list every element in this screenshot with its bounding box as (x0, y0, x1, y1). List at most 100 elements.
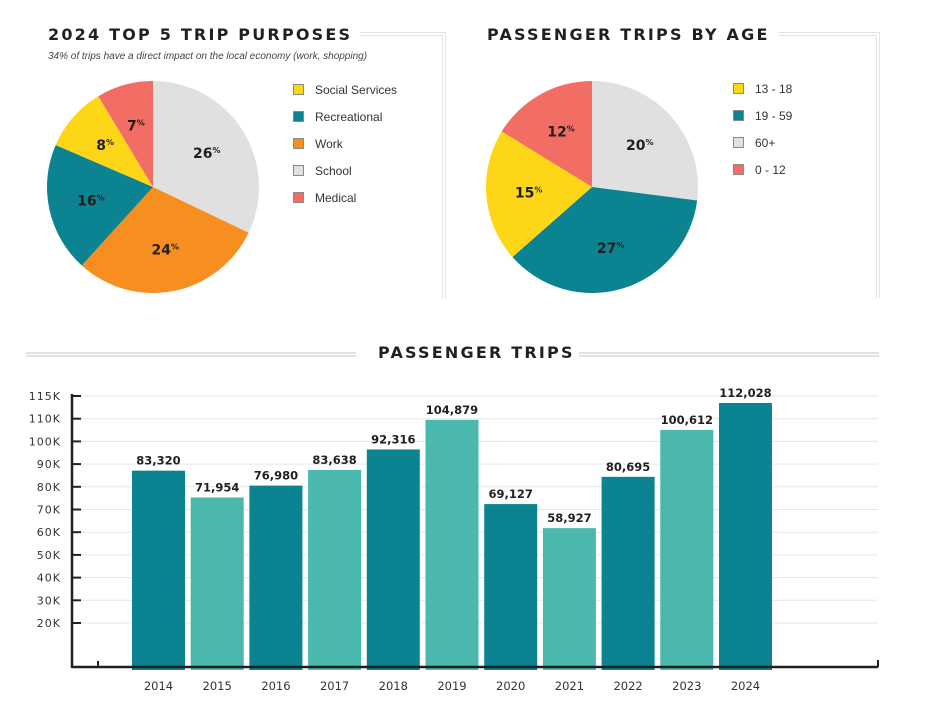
y-tick-label: 80K (37, 481, 61, 494)
legend-swatch (733, 110, 744, 121)
y-tick-label: 30K (37, 594, 61, 607)
y-tick-label: 50K (37, 549, 61, 562)
legend-swatch (293, 84, 304, 95)
legend-item-social-services: Social Services (293, 76, 397, 103)
bar-value-label: 100,612 (661, 413, 713, 427)
legend-item-13-18: 13 - 18 (733, 75, 792, 102)
pie-label-medical: 7% (127, 119, 145, 135)
legend-swatch (733, 83, 744, 94)
x-tick-label: 2023 (672, 679, 701, 693)
bar-value-label: 112,028 (719, 386, 771, 400)
x-tick-label: 2024 (731, 679, 760, 693)
x-tick-label: 2022 (613, 679, 642, 693)
legend-label: Medical (315, 190, 357, 205)
y-tick-label: 40K (37, 572, 61, 585)
legend-label: 13 - 18 (755, 81, 793, 96)
bar-2022 (601, 476, 655, 670)
pie-label-recreational: 16% (77, 193, 105, 209)
pie-label-19-59: 27% (597, 241, 625, 257)
bar-value-label: 71,954 (195, 480, 239, 494)
pie2-legend: 13 - 18 19 - 59 60+ 0 - 12 (733, 75, 792, 183)
pie-label-60: 20% (626, 138, 654, 154)
pie2-frame (720, 32, 880, 298)
title-rule-left (26, 352, 356, 357)
pie1-legend: Social Services Recreational Work School Med… (293, 76, 397, 211)
legend-label: 0 - 12 (755, 162, 786, 177)
pie-label-13-18: 15% (515, 185, 543, 201)
legend-swatch (733, 164, 744, 175)
bar-2018 (366, 449, 420, 670)
legend-label: 60+ (755, 135, 776, 150)
pie-label-work: 24% (152, 242, 180, 258)
bar-2024 (719, 403, 772, 670)
bar-2020 (484, 504, 538, 670)
bar-2019 (425, 419, 479, 670)
title-rule-right (551, 352, 879, 357)
y-tick-label: 110K (29, 413, 61, 426)
bar-value-label: 58,927 (547, 511, 591, 525)
pie-slice-19-59 (512, 187, 698, 293)
x-tick-label: 2016 (261, 679, 290, 693)
pie-slice-0-12 (501, 81, 592, 187)
y-tick-label: 90K (37, 458, 61, 471)
x-tick-label: 2018 (379, 679, 408, 693)
x-tick-label: 2019 (437, 679, 466, 693)
bar-value-label: 80,695 (606, 460, 650, 474)
pie-slice-medical (98, 81, 153, 187)
y-tick-label: 115K (29, 390, 61, 403)
legend-swatch (733, 137, 744, 148)
y-tick-label: 100K (29, 435, 61, 448)
legend-item-recreational: Recreational (293, 103, 397, 130)
pie-label-0-12: 12% (547, 124, 575, 140)
pie-slice-13-18 (486, 131, 592, 258)
bar-2021 (542, 528, 596, 670)
legend-item-60: 60+ (733, 129, 792, 156)
legend-swatch (293, 138, 304, 149)
pie1-title: 2024 TOP 5 TRIP PURPOSES (48, 25, 361, 44)
x-tick-label: 2021 (555, 679, 584, 693)
bar-2015 (190, 497, 244, 670)
legend-item-work: Work (293, 130, 397, 157)
pie-slice-school (153, 81, 259, 233)
bar-title: PASSENGER TRIPS (374, 343, 579, 362)
legend-item-0-12: 0 - 12 (733, 156, 792, 183)
legend-label: Recreational (315, 109, 383, 124)
pie2-title: PASSENGER TRIPS BY AGE (487, 25, 778, 44)
bar-2023 (660, 429, 714, 670)
pie1-frame (300, 32, 446, 298)
bar-title-row: PASSENGER TRIPS (0, 343, 934, 367)
pie1-subtitle: 34% of trips have a direct impact on the… (48, 51, 368, 62)
x-tick-label: 2017 (320, 679, 349, 693)
bar-value-label: 92,316 (371, 432, 415, 446)
x-tick-label: 2014 (144, 679, 173, 693)
pie-slice-social-services (55, 96, 153, 187)
pie-label-school: 26% (193, 146, 221, 162)
pie-slice-work (81, 187, 249, 293)
pie2-chart: 20% 27% 15% 12% (486, 81, 698, 293)
bar-value-label: 104,879 (426, 403, 478, 417)
y-tick-label: 20K (37, 617, 61, 630)
bar-2014 (132, 470, 185, 670)
legend-label: School (315, 163, 352, 178)
bar-2016 (249, 485, 303, 670)
legend-label: Work (315, 136, 343, 151)
y-tick-label: 70K (37, 504, 61, 517)
pie1-chart: 26% 24% 16% 8% 7% (47, 81, 259, 293)
bar-value-label: 69,127 (489, 487, 533, 501)
y-tick-label: 60K (37, 526, 61, 539)
bar-value-label: 76,980 (254, 469, 298, 483)
legend-swatch (293, 165, 304, 176)
legend-item-19-59: 19 - 59 (733, 102, 792, 129)
pie-label-social-services: 8% (96, 138, 114, 154)
legend-swatch (293, 111, 304, 122)
pie-slice-recreational (47, 145, 153, 266)
pie-slice-60 (592, 81, 698, 201)
bar-2017 (308, 469, 362, 670)
x-tick-label: 2020 (496, 679, 525, 693)
legend-label: Social Services (315, 82, 398, 97)
x-tick-label: 2015 (203, 679, 232, 693)
bar-value-label: 83,320 (136, 454, 180, 468)
legend-item-school: School (293, 157, 397, 184)
legend-item-medical: Medical (293, 184, 397, 211)
